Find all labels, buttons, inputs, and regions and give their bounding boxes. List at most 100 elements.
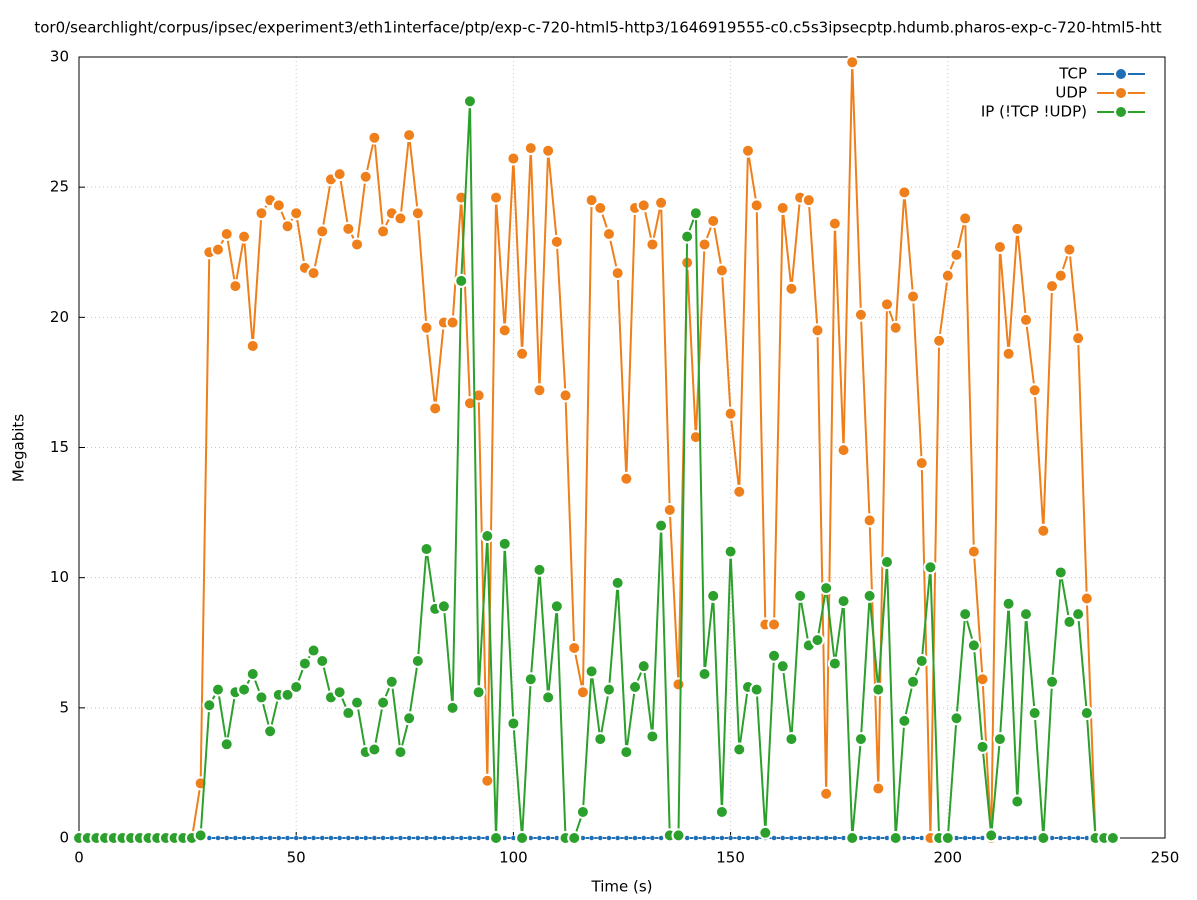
data-point	[853, 732, 868, 747]
data-point	[350, 695, 365, 710]
data-point	[975, 672, 990, 687]
data-point	[745, 835, 751, 841]
data-point	[1079, 591, 1094, 606]
data-point	[736, 835, 743, 841]
data-point	[727, 835, 734, 841]
legend-marker	[1114, 86, 1128, 100]
data-point	[237, 229, 252, 244]
data-point	[549, 599, 564, 614]
data-point	[1027, 706, 1042, 721]
data-point	[584, 193, 599, 208]
data-point	[406, 835, 412, 841]
data-point	[801, 193, 816, 208]
x-tick-label: 250	[1151, 849, 1180, 867]
data-point	[445, 315, 460, 330]
data-point	[341, 221, 356, 236]
data-point	[784, 732, 799, 747]
data-point	[975, 739, 990, 754]
data-point	[906, 289, 921, 304]
y-tick-label: 30	[50, 48, 69, 66]
data-point	[362, 835, 369, 841]
data-point	[749, 682, 764, 697]
data-point	[436, 599, 451, 614]
data-point	[1071, 331, 1086, 346]
data-point	[310, 835, 317, 841]
y-tick-label: 15	[50, 438, 69, 456]
data-point	[671, 677, 686, 692]
data-point	[714, 804, 729, 819]
data-point	[671, 828, 686, 843]
data-point	[610, 575, 625, 590]
data-point	[297, 656, 312, 671]
data-point	[940, 268, 955, 283]
data-point	[480, 773, 495, 788]
data-point	[471, 388, 486, 403]
data-point	[949, 247, 964, 262]
data-point	[719, 835, 725, 841]
data-point	[1014, 835, 1021, 841]
y-tick-label: 10	[50, 568, 69, 586]
data-point	[1062, 242, 1077, 257]
chart-title: tor0/searchlight/corpus/ipsec/experiment…	[34, 19, 1161, 37]
y-tick-label: 25	[50, 178, 69, 196]
data-point	[506, 151, 521, 166]
data-point	[1071, 607, 1086, 622]
data-point	[932, 333, 947, 348]
data-point	[558, 388, 573, 403]
data-point	[202, 698, 217, 713]
data-point	[393, 211, 408, 226]
data-point	[402, 711, 417, 726]
data-point	[215, 835, 221, 841]
data-point	[706, 214, 721, 229]
data-point	[223, 835, 230, 841]
data-point	[584, 664, 599, 679]
data-point	[237, 682, 252, 697]
data-point	[397, 835, 404, 841]
data-point	[1036, 831, 1051, 845]
data-point	[862, 588, 877, 603]
data-point	[193, 828, 208, 843]
data-point	[853, 307, 868, 322]
data-point	[393, 745, 408, 760]
data-point	[875, 835, 882, 841]
data-point	[640, 835, 647, 841]
data-point	[832, 835, 838, 841]
data-point	[545, 835, 551, 841]
legend-marker	[1114, 67, 1128, 81]
data-point	[827, 656, 842, 671]
data-point	[228, 279, 243, 294]
data-point	[575, 685, 590, 700]
data-point	[441, 835, 447, 841]
data-point	[1023, 835, 1029, 841]
data-point	[888, 320, 903, 335]
data-point	[1075, 835, 1081, 841]
data-point	[245, 338, 260, 353]
data-point	[263, 724, 278, 739]
plot-frame	[78, 56, 1166, 839]
data-point	[693, 835, 699, 841]
data-point	[588, 835, 595, 841]
data-point	[289, 206, 304, 221]
data-point	[523, 672, 538, 687]
data-point	[649, 835, 656, 841]
data-point	[688, 430, 703, 445]
data-point	[767, 648, 782, 663]
data-point	[367, 742, 382, 757]
data-point	[328, 835, 334, 841]
data-point	[1053, 565, 1068, 580]
data-point	[888, 831, 903, 845]
legend-marker	[1114, 105, 1128, 119]
data-point	[740, 143, 755, 158]
data-point	[219, 227, 234, 242]
data-point	[879, 297, 894, 312]
data-point	[680, 229, 695, 244]
data-point	[380, 835, 386, 841]
data-point	[1027, 383, 1042, 398]
x-tick-label: 100	[499, 849, 528, 867]
data-point	[536, 835, 543, 841]
data-point	[601, 227, 616, 242]
data-point	[606, 835, 612, 841]
data-point	[371, 835, 378, 841]
data-point	[1057, 835, 1064, 841]
data-point	[254, 690, 269, 705]
